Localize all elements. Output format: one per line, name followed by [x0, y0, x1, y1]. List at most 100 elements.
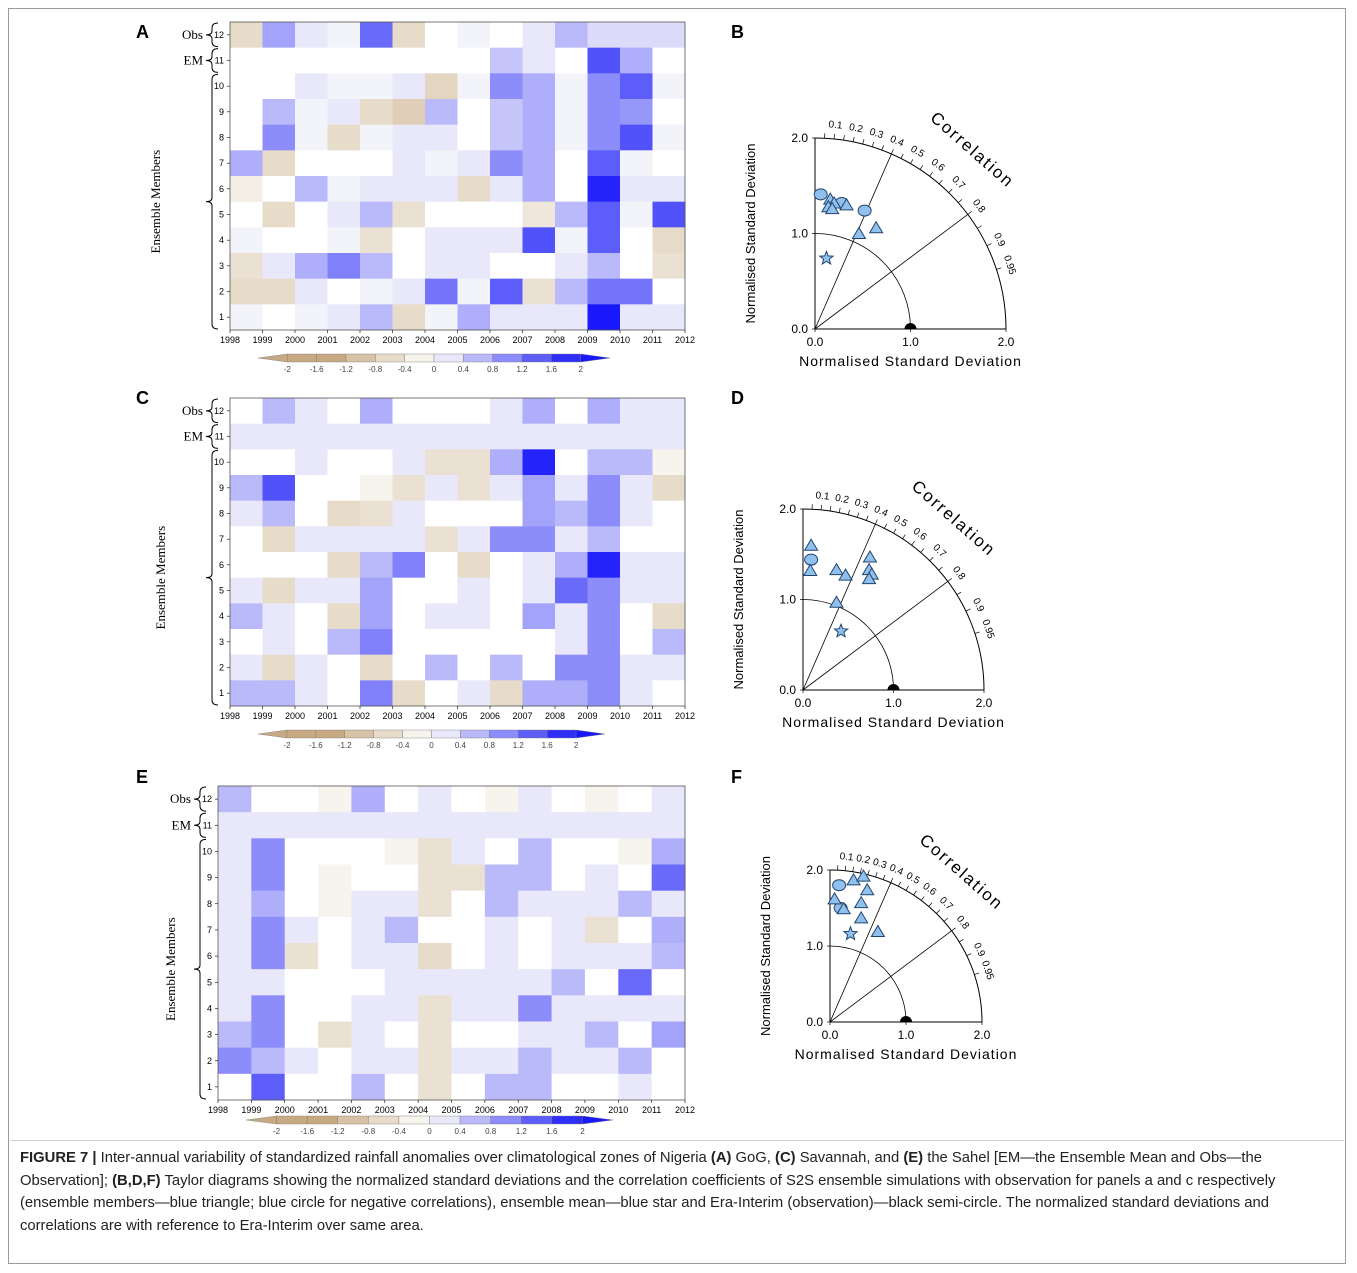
y-tick-label: 8: [219, 509, 224, 519]
heatmap-cell: [295, 629, 328, 656]
heatmap-cell: [295, 176, 328, 203]
heatmap-cell: [251, 890, 286, 918]
brace-obs: [193, 786, 207, 812]
heatmap-cell: [318, 1021, 352, 1049]
caption-part: (E): [903, 1150, 924, 1166]
heatmap-cell: [551, 786, 586, 813]
heatmap-cell: [522, 304, 556, 331]
heatmap-cell: [652, 201, 686, 228]
y-tick-label: 5: [219, 586, 224, 596]
x-tick-label: 2008: [545, 335, 565, 345]
heatmap-cell: [484, 1047, 519, 1075]
correlation-line: [814, 214, 969, 330]
heatmap-cell: [620, 654, 653, 681]
heatmap-cell: [360, 423, 393, 450]
heatmap-cell: [457, 278, 491, 305]
y-tick-label: 12: [214, 30, 224, 40]
heatmap-cell: [230, 124, 263, 151]
heatmap-cell: [522, 552, 556, 579]
heatmap-cell: [457, 176, 491, 203]
heatmap-cell: [360, 176, 393, 203]
heatmap-cell: [392, 22, 426, 49]
correlation-tick: [847, 509, 850, 515]
heatmap-cell: [457, 99, 491, 126]
heatmap-cell: [418, 1047, 452, 1075]
obs-label: Obs: [170, 791, 191, 806]
y-tick-label: 3: [219, 637, 224, 647]
heatmap-cell: [484, 812, 519, 839]
ensemble-member-triangle: [836, 901, 852, 915]
heatmap-cell: [457, 150, 491, 177]
x-tick-label: 2007: [512, 335, 532, 345]
figure-caption: FIGURE 7 | Inter-annual variability of s…: [20, 1147, 1335, 1237]
heatmap-cell: [392, 500, 426, 527]
heatmap-cell: [457, 577, 491, 604]
correlation-tick: [860, 868, 862, 874]
ensemble-mean-star: [818, 249, 835, 266]
obs-label: Obs: [182, 27, 203, 42]
heatmap-cell: [262, 603, 296, 630]
heatmap-cell: [618, 916, 653, 944]
correlation-tick-label: 0.6: [920, 881, 938, 898]
heatmap-cell: [555, 577, 588, 604]
ensemble-member-triangle: [829, 562, 844, 576]
heatmap-cell: [360, 227, 393, 254]
heatmap-cell: [518, 812, 553, 839]
heatmap-cell: [620, 526, 653, 553]
heatmap-cell: [284, 969, 319, 996]
x-tick-label: 2006: [480, 711, 500, 721]
correlation-axis-label: Correlation: [916, 830, 1008, 914]
heatmap-cell: [584, 1047, 619, 1075]
heatmap-cell: [295, 449, 328, 476]
x-tick-label: 2001: [308, 1105, 328, 1115]
heatmap-cell: [284, 838, 319, 865]
heatmap-cell: [360, 201, 393, 228]
heatmap-cell: [384, 916, 419, 944]
correlation-tick: [928, 902, 933, 907]
heatmap-cell: [284, 890, 319, 918]
y-tick-label: 1: [207, 1082, 212, 1092]
y-axis-label: Normalised Standard Deviation: [758, 856, 773, 1036]
heatmap-cell: [490, 150, 523, 177]
heatmap-cell: [522, 278, 556, 305]
colorbar-tick-label: -2: [273, 1127, 281, 1136]
heatmap-cell: [327, 475, 361, 502]
heatmap-cell: [522, 526, 556, 553]
heatmap-cell: [262, 654, 296, 681]
correlation-tick-label: 0.5: [904, 870, 922, 887]
heatmap-cell: [457, 629, 491, 656]
heatmap-cell: [230, 500, 263, 527]
hidden-helper: [830, 946, 982, 1022]
heatmap-cell: [620, 73, 653, 100]
heatmap-cell: [451, 864, 486, 892]
heatmap-cell: [425, 500, 458, 527]
correlation-axis-label: Correlation: [908, 476, 1000, 560]
heatmap-cell: [327, 603, 361, 630]
heatmap-cell: [262, 124, 296, 151]
correlation-tick: [852, 136, 855, 142]
heatmap-cell: [230, 22, 263, 49]
colorbar-tick-label: 1.2: [516, 365, 528, 374]
heatmap-cell: [360, 150, 393, 177]
heatmap-cell: [262, 552, 296, 579]
heatmap-cell: [295, 500, 328, 527]
colorbar-swatch: [546, 729, 577, 739]
heatmap-cell: [230, 475, 263, 502]
heatmap-cell: [551, 838, 586, 865]
heatmap-cell: [351, 890, 386, 918]
heatmap-cell: [618, 943, 653, 970]
x-tick-label: 2002: [350, 335, 370, 345]
heatmap-cell: [620, 577, 653, 604]
y-axis-label: Normalised Standard Deviation: [731, 510, 746, 690]
heatmap-cell: [518, 969, 553, 996]
heatmap-cell: [230, 304, 263, 331]
heatmap-cell: [490, 552, 523, 579]
colorbar-tick-label: -1.6: [300, 1127, 314, 1136]
correlation-tick-label: 0.4: [888, 134, 906, 150]
heatmap-cell: [457, 124, 491, 151]
heatmap-cell: [351, 916, 386, 944]
heatmap-cell: [587, 47, 621, 74]
heatmap-cell: [360, 577, 393, 604]
correlation-tick-label: 0.95: [980, 618, 997, 640]
correlation-tick: [862, 139, 865, 145]
